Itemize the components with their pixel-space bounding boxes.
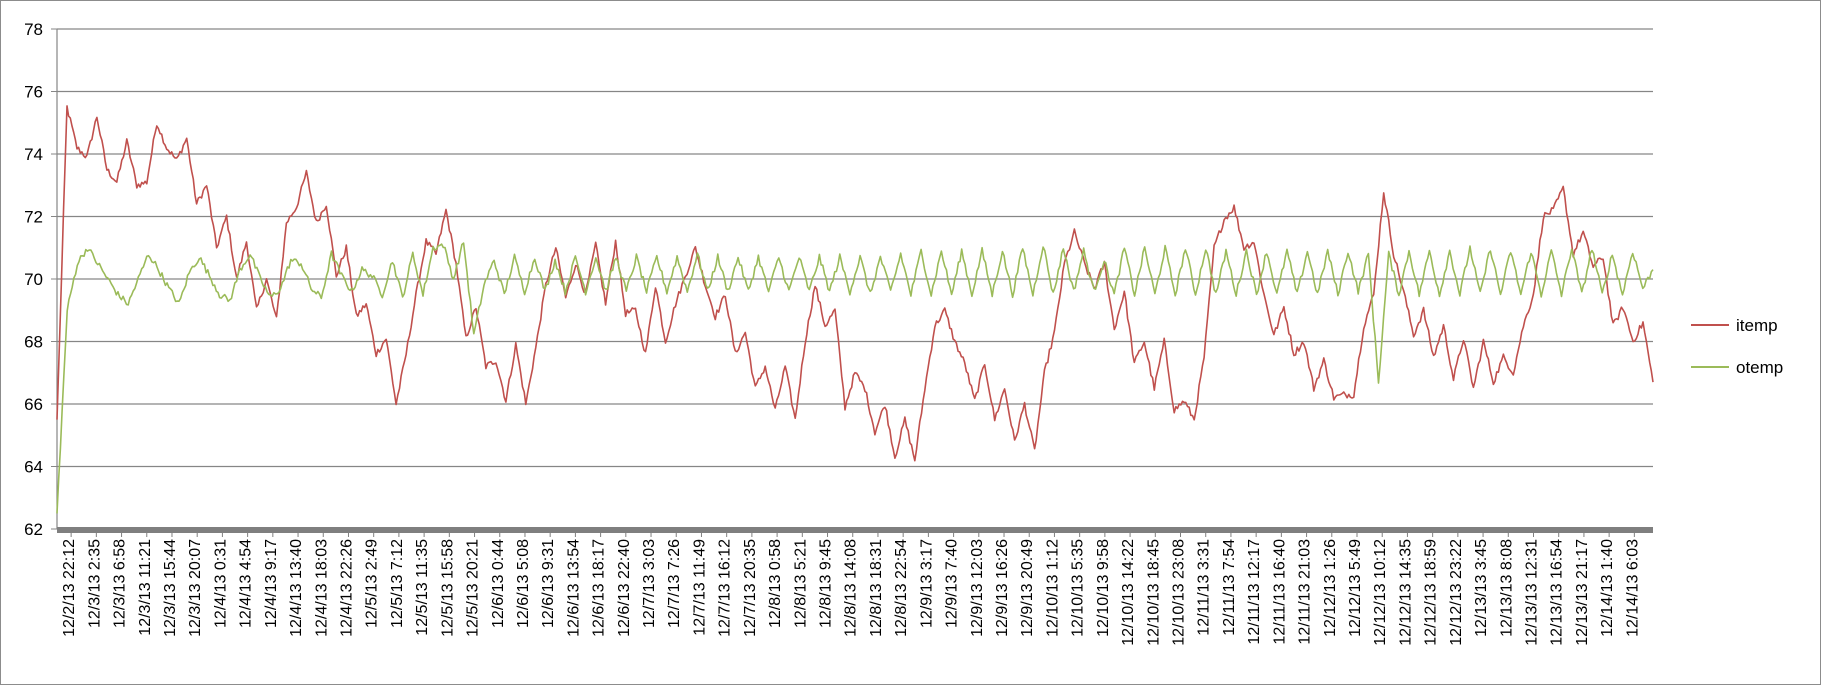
x-tick-label: 12/7/13 3:03 xyxy=(641,539,658,628)
y-tick-label: 76 xyxy=(24,83,43,102)
x-tick-label: 12/12/13 23:22 xyxy=(1448,539,1465,646)
y-tick-label: 64 xyxy=(24,458,43,477)
series-line-otemp xyxy=(56,242,1654,514)
x-tick-label: 12/9/13 20:49 xyxy=(1019,539,1036,637)
x-tick-label: 12/12/13 5:49 xyxy=(1347,539,1364,637)
y-tick-label: 66 xyxy=(24,395,43,414)
x-tick-label: 12/14/13 6:03 xyxy=(1624,539,1641,637)
x-tick-label: 12/12/13 18:59 xyxy=(1423,539,1440,646)
x-tick-label: 12/8/13 14:08 xyxy=(843,539,860,637)
x-tick-label: 12/12/13 1:26 xyxy=(1322,539,1339,637)
x-tick-label: 12/7/13 16:12 xyxy=(717,539,734,637)
x-tick-label: 12/14/13 1:40 xyxy=(1599,539,1616,637)
x-tick-label: 12/11/13 7:54 xyxy=(1221,539,1238,636)
x-tick-label: 12/11/13 21:03 xyxy=(1297,539,1314,645)
x-tick-label: 12/3/13 15:44 xyxy=(162,539,179,637)
x-tick-label: 12/7/13 11:49 xyxy=(691,539,708,636)
x-tick-label: 12/10/13 1:12 xyxy=(1044,539,1061,637)
legend: itemp otemp xyxy=(1691,316,1783,377)
x-tick-label: 12/6/13 5:08 xyxy=(515,539,532,628)
x-tick-label: 12/10/13 14:22 xyxy=(1120,539,1137,646)
x-tick-label: 12/9/13 3:17 xyxy=(918,539,935,628)
y-tick-label: 78 xyxy=(24,20,43,39)
x-tick-label: 12/11/13 3:31 xyxy=(1196,539,1213,636)
series-lines xyxy=(56,105,1654,514)
x-tick-label: 12/6/13 0:44 xyxy=(490,539,507,628)
y-tick-label: 72 xyxy=(24,208,43,227)
x-tick-label: 12/3/13 2:35 xyxy=(86,539,103,628)
x-tick-label: 12/6/13 18:17 xyxy=(591,539,608,637)
y-tick-label: 74 xyxy=(24,145,43,164)
x-tick-label: 12/3/13 11:21 xyxy=(137,539,154,636)
x-tick-label: 12/11/13 16:40 xyxy=(1271,539,1288,645)
x-tick-label: 12/5/13 15:58 xyxy=(439,539,456,637)
x-tick-label: 12/4/13 13:40 xyxy=(288,539,305,637)
x-tick-label: 12/5/13 2:49 xyxy=(364,539,381,628)
series-line-itemp xyxy=(56,105,1654,462)
x-tick-label: 12/3/13 6:58 xyxy=(112,539,129,628)
y-tick-label: 62 xyxy=(24,520,43,539)
x-tick-label: 12/10/13 9:58 xyxy=(1095,539,1112,637)
x-tick-label: 12/7/13 7:26 xyxy=(666,539,683,628)
x-tick-label: 12/10/13 18:45 xyxy=(1145,539,1162,646)
x-tick-label: 12/3/13 20:07 xyxy=(187,539,204,637)
x-tick-label: 12/2/13 22:12 xyxy=(61,539,78,637)
x-tick-label: 12/7/13 20:35 xyxy=(742,539,759,637)
x-tick-label: 12/4/13 0:31 xyxy=(212,539,229,628)
x-tick-label: 12/9/13 12:03 xyxy=(969,539,986,637)
x-tick-label: 12/10/13 23:08 xyxy=(1171,539,1188,646)
x-tick-label: 12/6/13 13:54 xyxy=(565,539,582,637)
x-tick-label: 12/12/13 10:12 xyxy=(1372,539,1389,646)
x-tick-label: 12/8/13 9:45 xyxy=(818,539,835,628)
x-tick-label: 12/8/13 0:58 xyxy=(767,539,784,628)
x-tick-label: 12/8/13 18:31 xyxy=(868,539,885,637)
x-tick-label: 12/13/13 16:54 xyxy=(1549,539,1566,646)
x-tick-label: 12/11/13 12:17 xyxy=(1246,539,1263,645)
y-axis: 62 64 66 68 70 72 74 76 78 xyxy=(24,20,58,539)
legend-label-itemp: itemp xyxy=(1736,316,1778,335)
y-tick-label: 70 xyxy=(24,270,43,289)
x-tick-label: 12/13/13 12:31 xyxy=(1523,539,1540,646)
x-tick-label: 12/13/13 8:08 xyxy=(1498,539,1515,637)
x-tick-label: 12/10/13 5:35 xyxy=(1070,539,1087,637)
x-tick-label: 12/5/13 20:21 xyxy=(465,539,482,637)
x-axis: 12/2/13 22:12 12/3/13 2:35 12/3/13 6:58 12/… xyxy=(57,527,1653,646)
x-tick-label: 12/4/13 9:17 xyxy=(263,539,280,628)
x-tick-label: 12/4/13 18:03 xyxy=(313,539,330,637)
x-axis-line xyxy=(57,527,1653,533)
x-tick-label: 12/9/13 16:26 xyxy=(994,539,1011,637)
x-tick-label: 12/6/13 9:31 xyxy=(540,539,557,628)
x-tick-label: 12/5/13 11:35 xyxy=(414,539,431,636)
x-tick-label: 12/5/13 7:12 xyxy=(389,539,406,628)
x-tick-label: 12/4/13 22:26 xyxy=(338,539,355,637)
grid-lines xyxy=(57,28,1653,468)
x-tick-label: 12/9/13 7:40 xyxy=(944,539,961,628)
x-tick-label: 12/13/13 3:45 xyxy=(1473,539,1490,637)
y-tick-label: 68 xyxy=(24,333,43,352)
x-tick-label: 12/4/13 4:54 xyxy=(238,539,255,628)
legend-label-otemp: otemp xyxy=(1736,358,1783,377)
x-tick-label: 12/12/13 14:35 xyxy=(1397,539,1414,646)
x-tick-label: 12/6/13 22:40 xyxy=(616,539,633,637)
x-tick-label: 12/8/13 5:21 xyxy=(792,539,809,628)
x-tick-label: 12/13/13 21:17 xyxy=(1574,539,1591,646)
x-tick-label: 12/8/13 22:54 xyxy=(893,539,910,637)
